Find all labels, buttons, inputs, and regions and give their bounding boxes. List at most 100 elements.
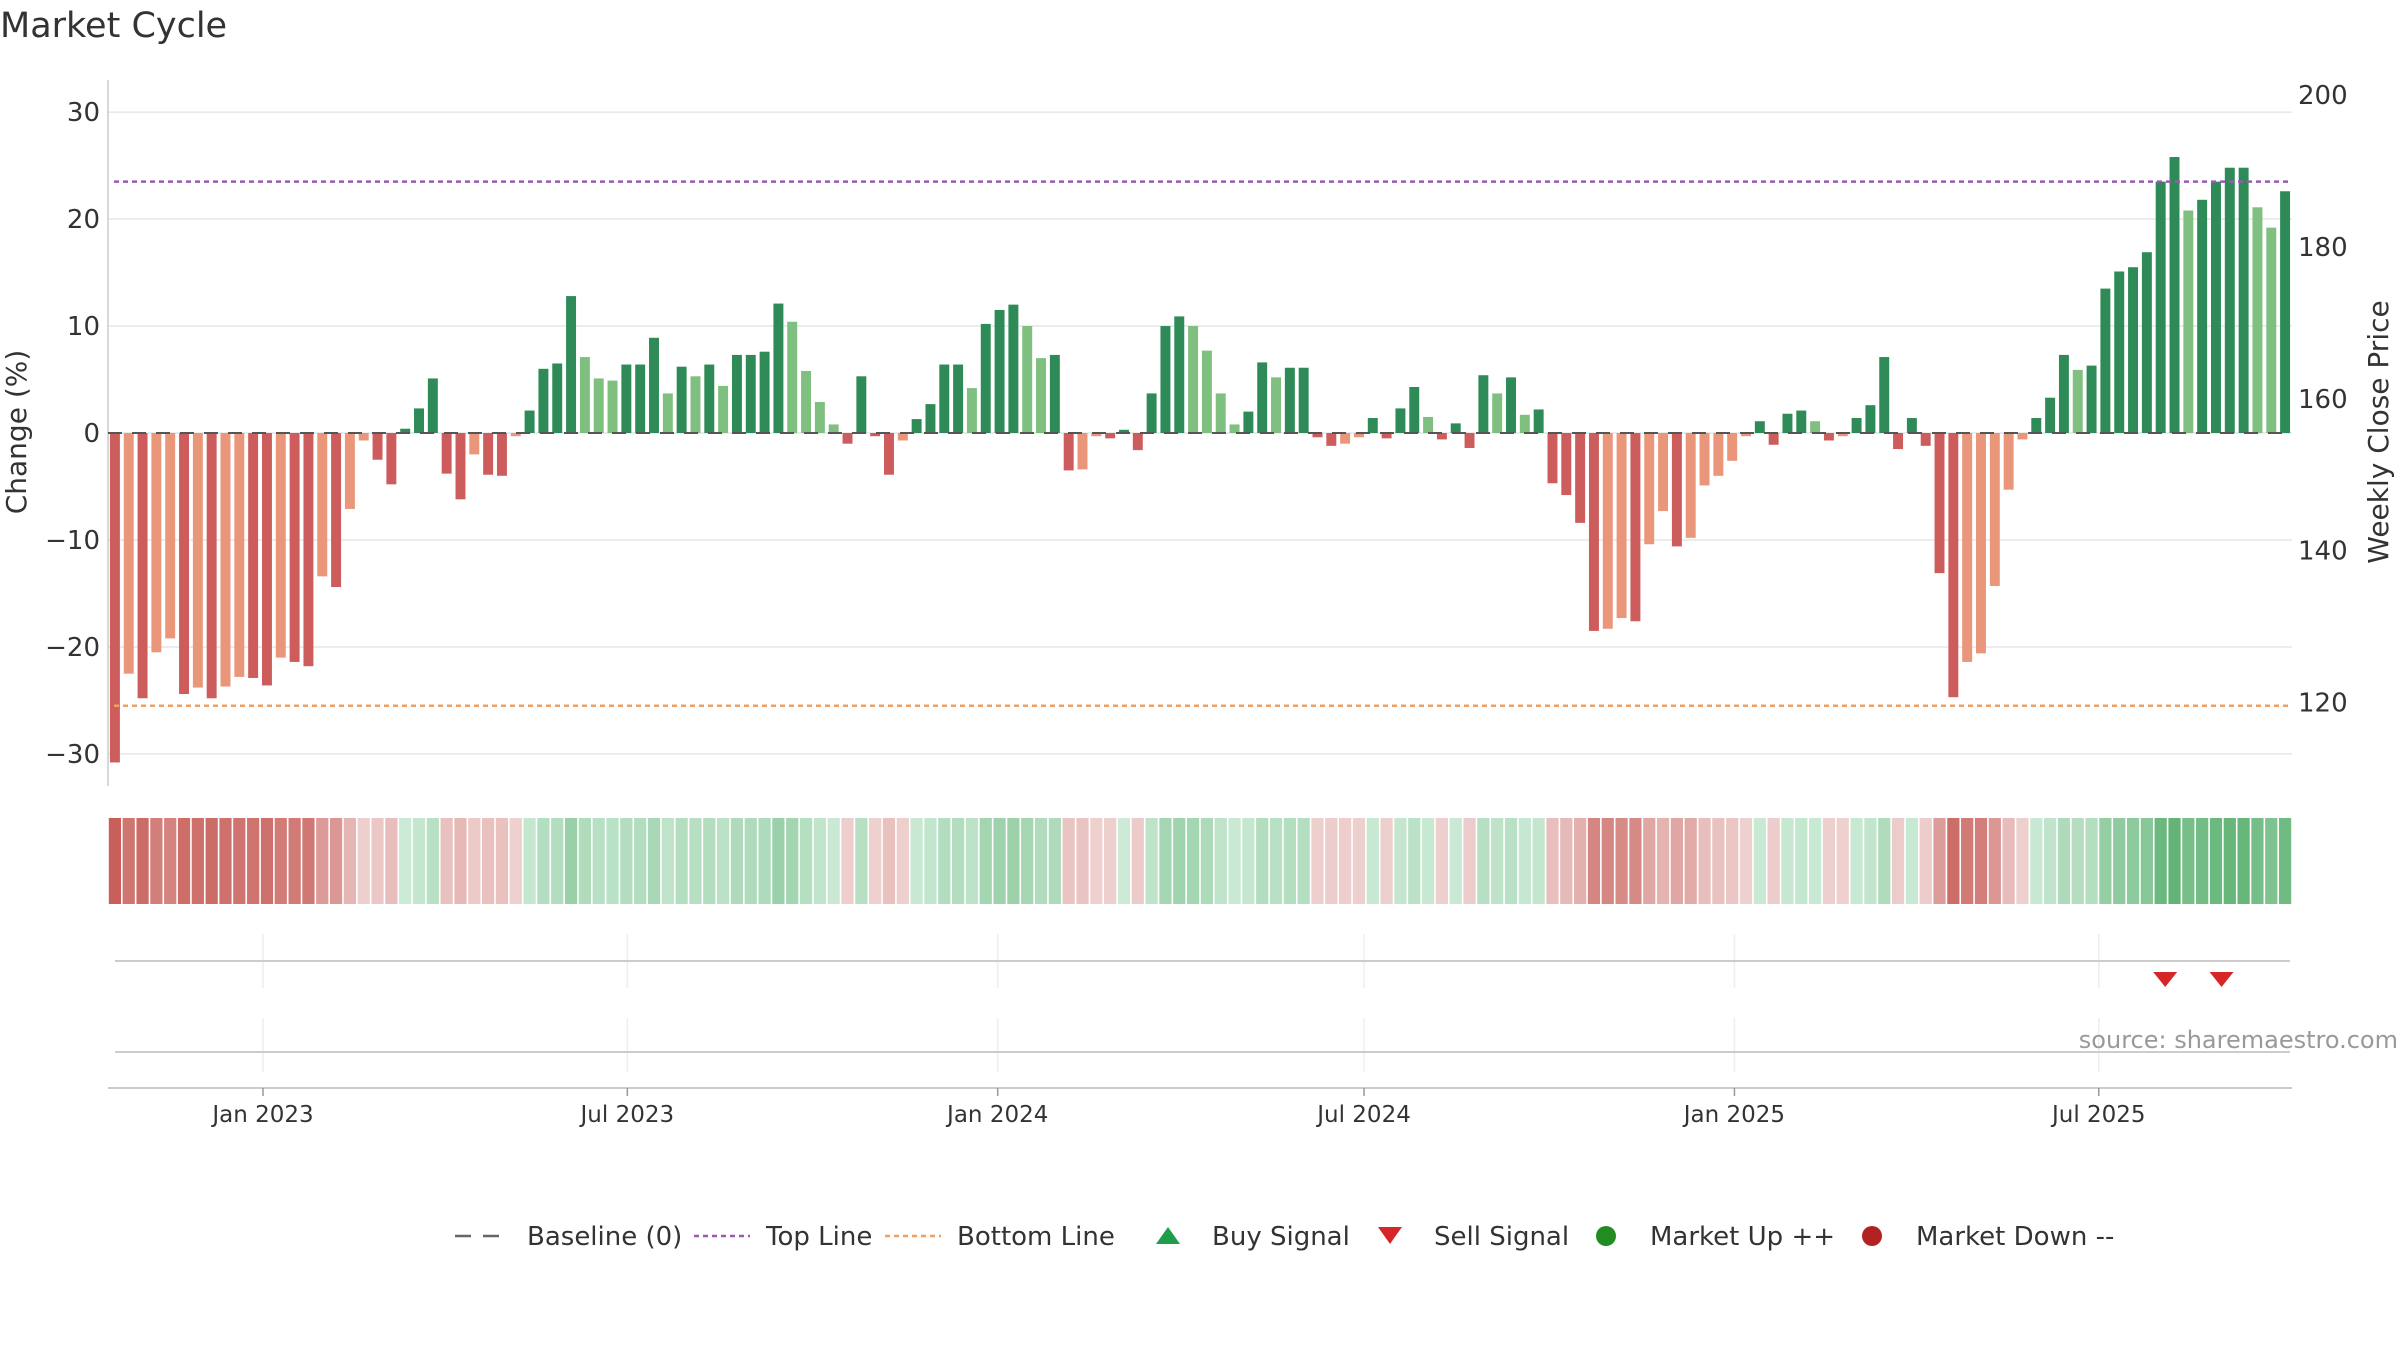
heat-cell: [1850, 818, 1863, 904]
bar: [524, 410, 535, 433]
heat-cell: [2099, 818, 2112, 904]
bar: [192, 433, 203, 688]
bar: [1699, 433, 1710, 486]
bar: [455, 433, 466, 500]
heat-cell: [1532, 818, 1545, 904]
bar: [441, 433, 452, 474]
bar: [248, 433, 259, 678]
legend-circle-marker: [1596, 1226, 1616, 1246]
heat-cell: [675, 818, 688, 904]
y-tick-label: 20: [67, 205, 100, 235]
heat-cell: [1698, 818, 1711, 904]
heat-cell: [1228, 818, 1241, 904]
heat-cell: [1117, 818, 1131, 904]
heat-cell: [882, 818, 896, 904]
bar: [2003, 433, 2014, 490]
bar: [151, 433, 162, 653]
heat-cell: [164, 818, 177, 904]
bar: [206, 433, 217, 699]
heat-cell: [1007, 818, 1020, 904]
heat-cell: [412, 818, 426, 904]
heat-cell: [1822, 818, 1836, 904]
bar: [1450, 423, 1461, 433]
heat-cell: [786, 818, 799, 904]
bar: [427, 378, 438, 433]
legend-label: Market Down --: [1916, 1222, 2114, 1252]
bar: [109, 433, 120, 763]
heat-cell: [2126, 818, 2140, 904]
heat-cell: [495, 818, 509, 904]
legend-label: Bottom Line: [957, 1222, 1115, 1252]
bar: [1229, 424, 1240, 433]
heat-cell: [1684, 818, 1697, 904]
bar: [1685, 433, 1696, 538]
bar: [1436, 433, 1447, 440]
heat-cell: [2209, 818, 2223, 904]
bar: [1423, 416, 1434, 433]
bar: [1215, 393, 1226, 433]
bar: [179, 433, 190, 695]
bar: [1713, 433, 1724, 476]
sell-signal-marker: [2153, 972, 2178, 987]
heat-cell: [592, 818, 605, 904]
heat-cell: [896, 818, 909, 904]
bar: [1132, 433, 1143, 451]
heat-cell: [1311, 818, 1324, 904]
bar: [579, 357, 590, 433]
legend-circle-marker: [1862, 1226, 1882, 1246]
heat-cell: [1919, 818, 1932, 904]
heat-cell: [965, 818, 979, 904]
y2-tick-label: 200: [2298, 81, 2348, 111]
heat-cell: [288, 818, 301, 904]
heat-cell: [1380, 818, 1393, 904]
heat-cell: [1394, 818, 1407, 904]
bar: [1036, 358, 1047, 433]
heat-cell: [2196, 818, 2209, 904]
bar: [2210, 181, 2221, 433]
heat-cell: [2154, 818, 2167, 904]
sell-signal-marker: [2209, 972, 2234, 987]
bar: [2252, 207, 2263, 433]
legend-item: Bottom Line: [885, 1222, 1115, 1252]
heat-cell: [841, 818, 854, 904]
bar: [317, 433, 328, 577]
heat-cell: [2278, 818, 2292, 904]
bar-series: [109, 157, 2291, 763]
bar: [1284, 367, 1295, 433]
heat-cell: [426, 818, 439, 904]
heat-cell: [1864, 818, 1877, 904]
bar: [358, 433, 369, 441]
bar: [2058, 354, 2069, 433]
heat-cell: [260, 818, 274, 904]
heat-cell: [385, 818, 398, 904]
heat-cell: [537, 818, 550, 904]
bar: [1533, 409, 1544, 433]
bar: [1353, 433, 1364, 438]
bar: [2031, 418, 2042, 433]
heat-cell: [2265, 818, 2278, 904]
heat-cell: [1809, 818, 1822, 904]
bar: [165, 433, 176, 639]
heat-cell: [1933, 818, 1946, 904]
x-tick-label: Jul 2024: [1315, 1102, 1411, 1128]
bar: [966, 388, 977, 433]
bar: [220, 433, 231, 687]
heat-cell: [1325, 818, 1338, 904]
bar: [1754, 421, 1765, 433]
bar: [635, 364, 646, 433]
heat-cell: [1145, 818, 1158, 904]
heat-cell: [1159, 818, 1172, 904]
bar: [1934, 433, 1945, 574]
bar: [731, 354, 742, 433]
legend-label: Top Line: [765, 1222, 872, 1252]
legend-label: Baseline (0): [527, 1222, 682, 1252]
heat-cell: [1463, 818, 1476, 904]
bar: [676, 366, 687, 433]
heat-cell: [855, 818, 868, 904]
heat-cell: [205, 818, 218, 904]
heat-cell: [979, 818, 992, 904]
bar: [1188, 326, 1199, 433]
bar: [745, 354, 756, 433]
heat-cell: [730, 818, 744, 904]
heat-cell: [2043, 818, 2057, 904]
